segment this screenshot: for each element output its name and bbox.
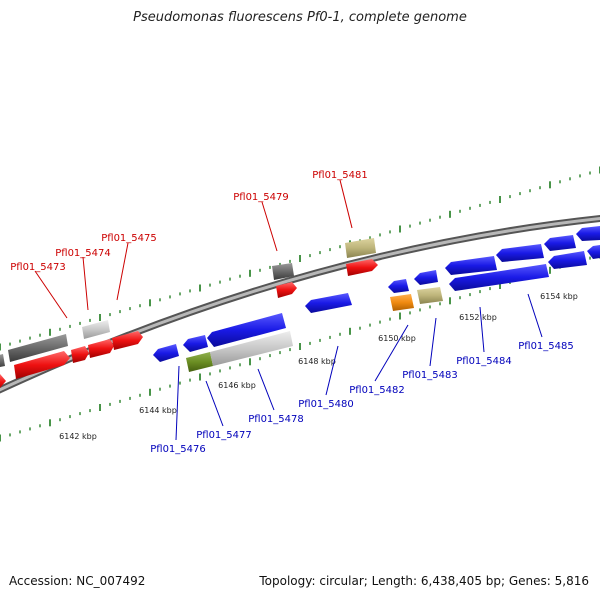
outer-tick-marks — [0, 166, 600, 351]
gene-blue — [183, 335, 208, 352]
gene-label-forward: Pfl01_5481 — [312, 170, 368, 181]
gene-label-reverse: Pfl01_5485 — [518, 341, 574, 352]
kbp-label: 6148 kbp — [298, 357, 336, 366]
gene-blue — [153, 344, 179, 362]
kbp-label: 6152 kbp — [459, 313, 497, 322]
gene-red — [276, 282, 297, 298]
gene-dark-gray — [0, 354, 5, 367]
gene-orange — [390, 294, 414, 311]
gene-label-reverse: Pfl01_5482 — [349, 385, 405, 396]
kbp-label: 6154 kbp — [540, 292, 578, 301]
gene-label-reverse: Pfl01_5478 — [248, 414, 304, 425]
gene-blue — [414, 270, 438, 285]
forward-genes — [0, 238, 378, 388]
gene-label-reverse: Pfl01_5483 — [402, 370, 458, 381]
gene-khaki — [417, 287, 443, 304]
gene-blue — [496, 244, 544, 262]
gene-olive — [186, 352, 213, 372]
kbp-labels: 6142 kbp 6144 kbp 6146 kbp 6148 kbp 6150… — [59, 292, 578, 441]
gene-label-forward: Pfl01_5474 — [55, 248, 111, 259]
gene-blue — [449, 264, 549, 291]
gene-dark-gray — [8, 334, 68, 362]
gene-red — [71, 346, 89, 363]
gene-label-reverse: Pfl01_5477 — [196, 430, 252, 441]
accession-label: Accession: NC_007492 — [9, 574, 146, 588]
gene-label-reverse: Pfl01_5484 — [456, 356, 512, 367]
gene-blue — [576, 226, 600, 241]
map-title: Pseudomonas fluorescens Pf0-1, complete … — [133, 10, 467, 25]
kbp-label: 6150 kbp — [378, 334, 416, 343]
kbp-label: 6144 kbp — [139, 406, 177, 415]
gene-blue — [305, 293, 352, 313]
gene-red — [346, 259, 378, 276]
gene-red — [88, 339, 114, 358]
gene-label-forward: Pfl01_5473 — [10, 262, 66, 273]
gene-label-forward: Pfl01_5475 — [101, 233, 157, 244]
gene-dark-gray — [272, 263, 294, 280]
kbp-label: 6142 kbp — [59, 432, 97, 441]
gene-blue — [207, 313, 286, 347]
reverse-gene-callouts: Pfl01_5476 Pfl01_5477 Pfl01_5478 Pfl01_5… — [150, 293, 574, 455]
gene-label-reverse: Pfl01_5480 — [298, 399, 354, 410]
topology-label: Topology: circular; Length: 6,438,405 bp… — [259, 574, 589, 588]
gene-khaki — [345, 238, 376, 258]
gene-label-reverse: Pfl01_5476 — [150, 444, 206, 455]
gene-red — [14, 351, 70, 379]
gene-red — [112, 331, 143, 350]
gene-blue — [587, 245, 600, 259]
reverse-genes — [153, 226, 600, 372]
gene-light-gray — [82, 320, 110, 339]
gene-light-gray — [210, 331, 293, 366]
gene-blue — [544, 235, 576, 251]
gene-blue — [548, 251, 587, 269]
gene-label-forward: Pfl01_5479 — [233, 192, 289, 203]
forward-gene-callouts: Pfl01_5473 Pfl01_5474 Pfl01_5475 Pfl01_5… — [10, 170, 368, 319]
gene-blue — [388, 279, 409, 293]
gene-red — [0, 374, 6, 388]
kbp-label: 6146 kbp — [218, 381, 256, 390]
gene-blue — [445, 256, 497, 275]
